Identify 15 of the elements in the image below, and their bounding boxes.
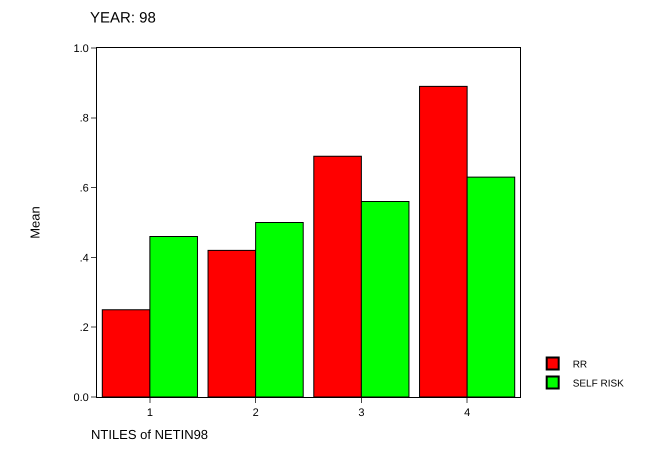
y-tick-label: 0.0 xyxy=(74,392,89,404)
y-tick-label: 1.0 xyxy=(74,42,89,55)
legend-label: SELF RISK xyxy=(572,378,624,390)
y-tick-label: .6 xyxy=(80,182,89,194)
x-tick-label: 2 xyxy=(252,407,259,420)
y-tick-label: .2 xyxy=(80,322,89,334)
x-tick-label: 3 xyxy=(358,407,364,420)
x-axis-title: NTILES of NETIN98 xyxy=(91,427,208,442)
x-tick-label: 4 xyxy=(464,407,470,420)
chart-title: YEAR: 98 xyxy=(90,10,156,26)
y-tick-label: .8 xyxy=(80,112,89,125)
legend-label: RR xyxy=(572,359,588,370)
y-axis-title: Mean xyxy=(27,206,42,239)
x-tick-label: 1 xyxy=(146,407,153,420)
y-tick-label: .4 xyxy=(80,252,89,264)
